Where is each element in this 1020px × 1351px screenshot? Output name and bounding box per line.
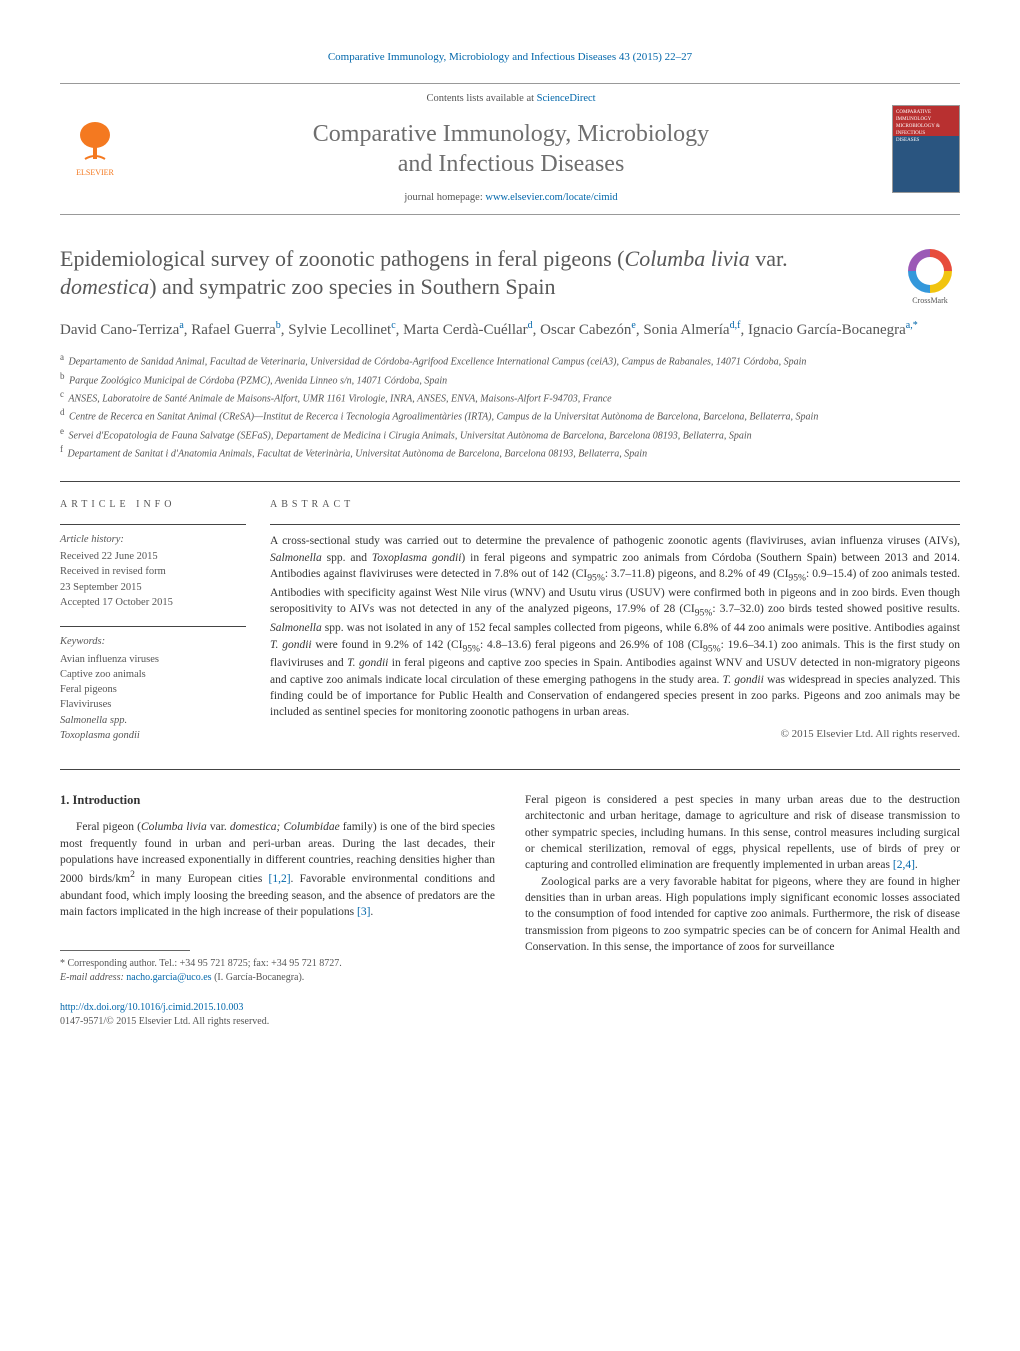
- history-revised-date: 23 September 2015: [60, 580, 246, 595]
- history-revised: Received in revised form: [60, 564, 246, 579]
- citation-link[interactable]: [2,4]: [893, 859, 915, 871]
- journal-title: Comparative Immunology, Microbiology and…: [130, 119, 892, 179]
- divider: [60, 626, 246, 627]
- divider: [60, 769, 960, 770]
- crossmark-icon: [908, 249, 952, 293]
- contents-prefix: Contents lists available at: [426, 93, 536, 104]
- keywords-head: Keywords:: [60, 635, 246, 650]
- divider: [60, 524, 246, 525]
- title-italic: domestica: [60, 274, 149, 299]
- affiliation-item: f Departament de Sanitat i d'Anatomia An…: [60, 443, 960, 461]
- journal-title-line1: Comparative Immunology, Microbiology: [313, 121, 709, 147]
- abstract-text: A cross-sectional study was carried out …: [270, 533, 960, 720]
- keyword-item: Flaviviruses: [60, 697, 246, 712]
- citation-link[interactable]: [1,2]: [269, 873, 291, 885]
- doi-link[interactable]: http://dx.doi.org/10.1016/j.cimid.2015.1…: [60, 1002, 243, 1013]
- journal-title-line2: and Infectious Diseases: [398, 151, 625, 177]
- issn-copyright: 0147-9571/© 2015 Elsevier Ltd. All right…: [60, 1015, 495, 1029]
- affiliation-item: e Servei d'Ecopatologia de Fauna Salvatg…: [60, 425, 960, 443]
- cover-line: IMMUNOLOGY: [896, 116, 956, 123]
- author-affil-sup: d,f: [730, 320, 741, 331]
- history-head: Article history:: [60, 533, 246, 548]
- journal-homepage: journal homepage: www.elsevier.com/locat…: [130, 191, 892, 206]
- article-info-label: article info: [60, 498, 246, 512]
- history-accepted: Accepted 17 October 2015: [60, 595, 246, 610]
- body-left-column: 1. Introduction Feral pigeon (Columba li…: [60, 792, 495, 1029]
- title-text: ) and sympatric zoo species in Southern …: [149, 274, 555, 299]
- affiliation-item: a Departamento de Sanidad Animal, Facult…: [60, 351, 960, 369]
- author-affil-sup: a: [179, 320, 183, 331]
- history-received: Received 22 June 2015: [60, 549, 246, 564]
- crossmark-label: CrossMark: [912, 296, 948, 305]
- article-title: Epidemiological survey of zoonotic patho…: [60, 245, 960, 302]
- publisher-name: ELSEVIER: [76, 167, 114, 178]
- cover-line: COMPARATIVE: [896, 109, 956, 116]
- author-name: Sonia Almería: [643, 322, 729, 338]
- title-text: Epidemiological survey of zoonotic patho…: [60, 246, 625, 271]
- author-name: David Cano-Terriza: [60, 322, 179, 338]
- author-affil-sup: d: [528, 320, 533, 331]
- corr-author-tel: * Corresponding author. Tel.: +34 95 721…: [60, 957, 495, 971]
- divider: [270, 524, 960, 525]
- info-abstract-row: article info Article history: Received 2…: [60, 498, 960, 759]
- keywords-block: Keywords: Avian influenza virusesCaptive…: [60, 635, 246, 743]
- body-paragraph: Zoological parks are a very favorable ha…: [525, 874, 960, 956]
- affiliation-item: c ANSES, Laboratoire de Santé Animale de…: [60, 388, 960, 406]
- sciencedirect-link[interactable]: ScienceDirect: [537, 93, 596, 104]
- keyword-item: Feral pigeons: [60, 682, 246, 697]
- author-name: Oscar Cabezón: [540, 322, 631, 338]
- cover-line: MICROBIOLOGY &: [896, 123, 956, 130]
- affiliation-item: d Centre de Recerca en Sanitat Animal (C…: [60, 406, 960, 424]
- article-info-column: article info Article history: Received 2…: [60, 498, 270, 759]
- keyword-item: Toxoplasma gondii: [60, 728, 246, 743]
- article-header: CrossMark Epidemiological survey of zoon…: [60, 245, 960, 462]
- body-two-column: 1. Introduction Feral pigeon (Columba li…: [60, 792, 960, 1029]
- footnote-divider: [60, 950, 190, 951]
- header-citation: Comparative Immunology, Microbiology and…: [60, 50, 960, 65]
- author-name: Ignacio García-Bocanegra: [748, 322, 906, 338]
- author-affil-sup: e: [631, 320, 635, 331]
- abstract-copyright: © 2015 Elsevier Ltd. All rights reserved…: [270, 727, 960, 742]
- keyword-item: Captive zoo animals: [60, 667, 246, 682]
- journal-masthead: ELSEVIER Contents lists available at Sci…: [60, 83, 960, 214]
- keyword-item: Salmonella spp.: [60, 713, 246, 728]
- title-italic: Columba livia: [625, 246, 750, 271]
- author-name: Rafael Guerra: [191, 322, 276, 338]
- cover-line: DISEASES: [896, 137, 956, 144]
- homepage-link[interactable]: www.elsevier.com/locate/cimid: [485, 192, 617, 203]
- elsevier-tree-icon: [75, 119, 115, 167]
- abstract-column: abstract A cross-sectional study was car…: [270, 498, 960, 759]
- doi-block: http://dx.doi.org/10.1016/j.cimid.2015.1…: [60, 1001, 495, 1029]
- affiliation-item: b Parque Zoológico Municipal de Córdoba …: [60, 370, 960, 388]
- citation-link[interactable]: [3]: [357, 906, 370, 918]
- journal-cover-thumb: COMPARATIVE IMMUNOLOGY MICROBIOLOGY & IN…: [892, 105, 960, 193]
- author-affil-sup: b: [276, 320, 281, 331]
- cover-line: INFECTIOUS: [896, 130, 956, 137]
- abstract-label: abstract: [270, 498, 960, 512]
- elsevier-logo: ELSEVIER: [60, 109, 130, 189]
- article-history: Article history: Received 22 June 2015 R…: [60, 533, 246, 610]
- title-text: var.: [750, 246, 788, 271]
- corr-author-email-link[interactable]: nacho.garcia@uco.es: [126, 972, 211, 983]
- corresponding-author-footnote: * Corresponding author. Tel.: +34 95 721…: [60, 957, 495, 985]
- author-affil-sup: a,*: [906, 320, 918, 331]
- keyword-item: Avian influenza viruses: [60, 652, 246, 667]
- crossmark-badge[interactable]: CrossMark: [900, 249, 960, 306]
- author-name: Marta Cerdà-Cuéllar: [403, 322, 528, 338]
- contents-available: Contents lists available at ScienceDirec…: [130, 92, 892, 107]
- email-label: E-mail address:: [60, 972, 126, 983]
- email-tail: (I. García-Bocanegra).: [212, 972, 305, 983]
- masthead-center: Contents lists available at ScienceDirec…: [130, 92, 892, 205]
- divider: [60, 481, 960, 482]
- author-name: Sylvie Lecollinet: [288, 322, 391, 338]
- author-affil-sup: c: [391, 320, 395, 331]
- authors-list: David Cano-Terrizaa, Rafael Guerrab, Syl…: [60, 318, 960, 342]
- body-paragraph: Feral pigeon (Columba livia var. domesti…: [60, 819, 495, 920]
- affiliations-list: a Departamento de Sanidad Animal, Facult…: [60, 351, 960, 461]
- homepage-prefix: journal homepage:: [404, 192, 485, 203]
- body-right-column: Feral pigeon is considered a pest specie…: [525, 792, 960, 1029]
- body-paragraph: Feral pigeon is considered a pest specie…: [525, 792, 960, 874]
- section-heading-introduction: 1. Introduction: [60, 792, 495, 810]
